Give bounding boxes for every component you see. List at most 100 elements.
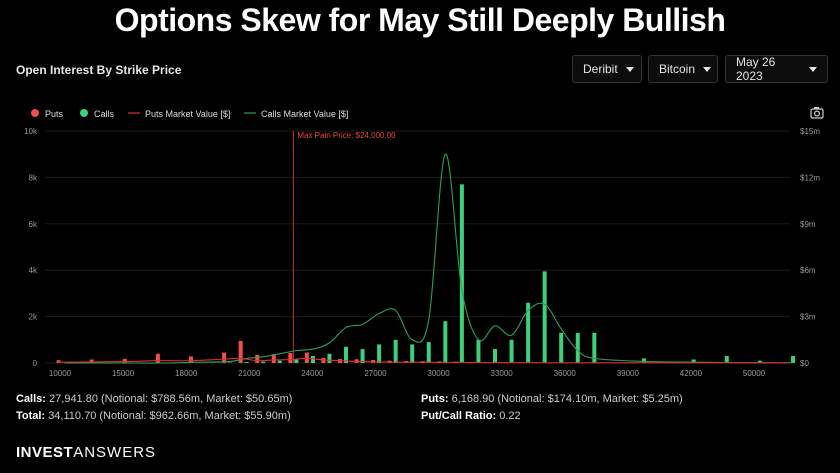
- call-bar: [642, 358, 646, 363]
- y2-tick-label: $15m: [800, 127, 820, 136]
- max-pain-label: Max Pain Price: $24,000.00: [297, 131, 396, 140]
- y-tick-label: 10k: [24, 127, 38, 136]
- exchange-dropdown[interactable]: Deribit: [572, 55, 642, 83]
- x-tick-label: 42000: [680, 369, 703, 378]
- x-tick-label: 50000: [743, 369, 766, 378]
- call-bar: [443, 321, 448, 363]
- call-bar: [509, 339, 514, 363]
- x-tick-label: 21000: [238, 369, 261, 378]
- chevron-down-icon: [809, 66, 817, 72]
- chevron-down-icon: [625, 66, 634, 72]
- y-tick-label: 6k: [29, 220, 38, 229]
- legend-puts-label[interactable]: Puts: [45, 109, 64, 119]
- call-bar: [360, 349, 365, 363]
- call-bar: [244, 362, 249, 363]
- y-tick-label: 2k: [29, 313, 38, 322]
- call-bar: [493, 349, 497, 363]
- bars: [56, 184, 795, 363]
- legend-calls-marker: [80, 109, 88, 117]
- put-bar: [238, 340, 243, 363]
- y-tick-label: 0: [33, 359, 38, 368]
- x-tick-label: 15000: [112, 369, 135, 378]
- call-bar: [327, 353, 332, 363]
- call-bar: [542, 271, 547, 363]
- call-bar: [592, 332, 597, 363]
- put-bar: [155, 353, 160, 363]
- puts-market-value-line: [58, 357, 787, 364]
- call-bar: [459, 184, 464, 363]
- call-bar: [691, 359, 696, 363]
- legend-puts-mv-label[interactable]: Puts Market Value [$]: [145, 109, 230, 119]
- asset-dropdown[interactable]: Bitcoin: [648, 55, 718, 83]
- y-axis-right: $0 $3m $6m $9m $12m $15m: [800, 127, 820, 368]
- total-summary-value: 34,110.70 (Notional: $962.66m, Market: $…: [48, 410, 291, 422]
- open-interest-chart: Puts Calls Puts Market Value [$] Calls M…: [24, 107, 824, 378]
- legend-calls-mv-label[interactable]: Calls Market Value [$]: [261, 109, 348, 119]
- put-call-ratio-label: Put/Call Ratio:: [421, 410, 497, 422]
- x-tick-label: 33000: [491, 369, 514, 378]
- calls-summary-value: 27,941.80 (Notional: $788.56m, Market: $…: [49, 393, 293, 405]
- y2-tick-label: $0: [800, 359, 809, 368]
- camera-icon[interactable]: [810, 107, 824, 119]
- brand-logo-part1: INVEST: [16, 444, 74, 461]
- y2-tick-label: $9m: [800, 220, 816, 229]
- put-bar: [304, 352, 309, 363]
- exchange-dropdown-label: Deribit: [583, 62, 618, 76]
- call-bar: [791, 356, 795, 363]
- legend-calls-label[interactable]: Calls: [94, 109, 115, 119]
- puts-summary-label: Puts:: [421, 393, 449, 405]
- call-bar: [526, 302, 531, 363]
- x-tick-label: 39000: [617, 369, 640, 378]
- call-bar: [294, 359, 299, 363]
- x-axis: 10000 15000 18000 21000 24000 27000 30000 33000…: [49, 369, 766, 378]
- brand-logo-part2: ANSWERS: [73, 444, 157, 461]
- headline: Options Skew for May Still Deeply Bullis…: [114, 2, 726, 38]
- chevron-down-icon: [703, 66, 712, 72]
- total-summary: Total: 34,110.70 (Notional: $962.66m, Ma…: [16, 410, 291, 422]
- put-bar: [122, 358, 127, 363]
- x-tick-label: 36000: [554, 369, 577, 378]
- put-bar: [271, 354, 276, 363]
- call-bar: [724, 356, 729, 363]
- call-bar: [310, 356, 315, 363]
- put-call-ratio-value: 0.22: [499, 410, 521, 422]
- call-bar: [757, 360, 762, 363]
- y-tick-label: 4k: [29, 266, 38, 275]
- x-tick-label: 24000: [301, 369, 324, 378]
- call-bar: [410, 344, 415, 363]
- x-tick-label: 18000: [175, 369, 198, 378]
- puts-summary-value: 6,168.90 (Notional: $174.10m, Market: $5…: [451, 393, 683, 405]
- x-tick-label: 27000: [364, 369, 387, 378]
- brand-logo: INVESTANSWERS: [16, 444, 156, 461]
- legend-puts-marker: [31, 109, 39, 117]
- call-bar: [344, 346, 348, 363]
- put-bar: [189, 356, 193, 363]
- put-bar: [288, 353, 293, 363]
- x-tick-label: 30000: [427, 369, 450, 378]
- chart-legend[interactable]: Puts Calls Puts Market Value [$] Calls M…: [31, 109, 348, 119]
- y2-tick-label: $3m: [800, 313, 816, 322]
- call-bar: [476, 339, 481, 363]
- expiry-dropdown[interactable]: May 26 2023: [725, 55, 828, 83]
- x-tick-label: 10000: [49, 369, 72, 378]
- calls-market-value-line: [64, 153, 794, 364]
- chart-subtitle: Open Interest By Strike Price: [16, 63, 182, 77]
- grid-lines: [45, 130, 790, 364]
- call-bar: [277, 360, 282, 363]
- y-axis-left: 0 2k 4k 6k 8k 10k: [24, 127, 38, 368]
- calls-summary-label: Calls:: [16, 393, 46, 405]
- y-tick-label: 8k: [29, 173, 38, 182]
- y2-tick-label: $12m: [800, 173, 820, 182]
- calls-summary: Calls: 27,941.80 (Notional: $788.56m, Ma…: [16, 393, 292, 405]
- call-bar: [261, 361, 266, 363]
- put-bar: [255, 354, 260, 363]
- put-bar: [56, 360, 61, 363]
- call-bar: [393, 339, 398, 363]
- call-bar: [575, 332, 580, 363]
- market-value-lines: [58, 153, 794, 364]
- put-call-ratio: Put/Call Ratio: 0.22: [421, 410, 521, 422]
- call-bar: [559, 332, 564, 363]
- asset-dropdown-label: Bitcoin: [659, 62, 696, 76]
- y2-tick-label: $6m: [800, 266, 816, 275]
- total-summary-label: Total:: [16, 410, 46, 422]
